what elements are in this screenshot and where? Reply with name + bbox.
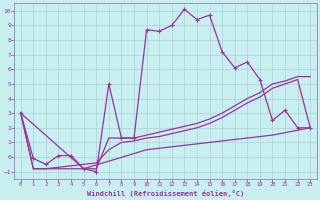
X-axis label: Windchill (Refroidissement éolien,°C): Windchill (Refroidissement éolien,°C) bbox=[87, 190, 244, 197]
